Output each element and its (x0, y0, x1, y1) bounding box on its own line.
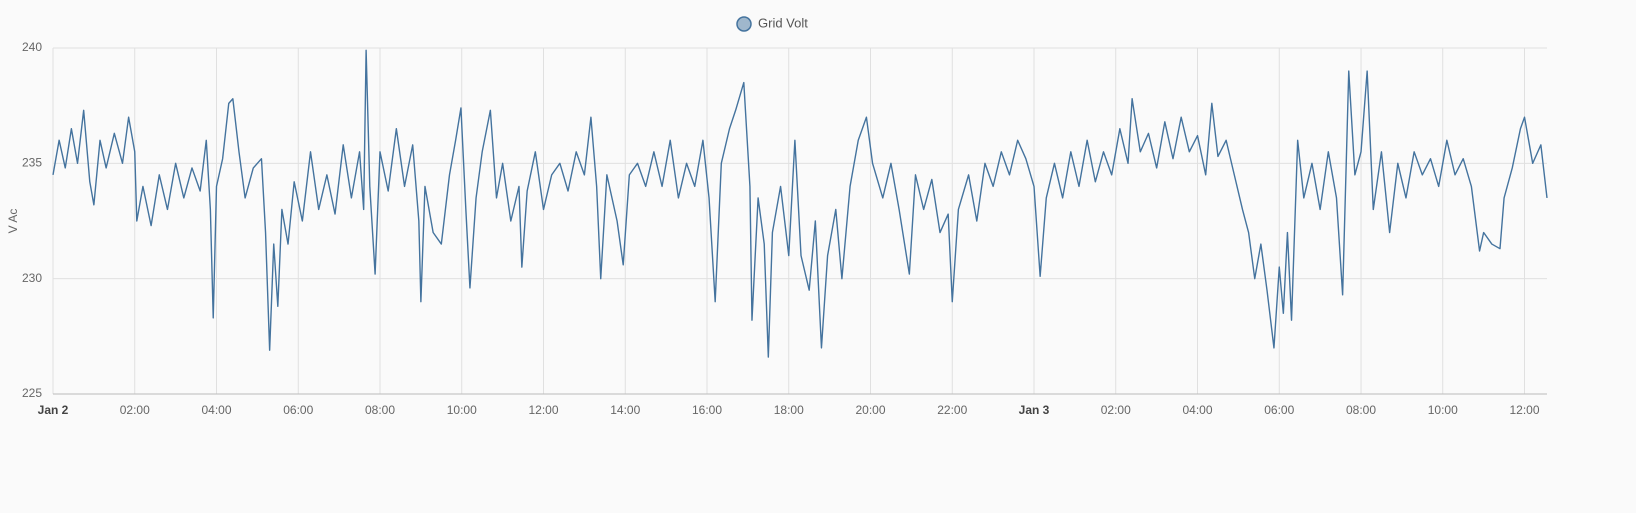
x-tick-label: 10:00 (447, 403, 477, 417)
data-line (52, 49, 1548, 358)
x-tick-label: 10:00 (1428, 403, 1458, 417)
y-tick-label: 230 (22, 271, 42, 285)
x-tick-label: 14:00 (610, 403, 640, 417)
x-tick-label: 08:00 (365, 403, 395, 417)
x-tick-label: 22:00 (937, 403, 967, 417)
legend-swatch[interactable] (736, 16, 752, 32)
legend-label[interactable]: Grid Volt (758, 15, 808, 30)
x-tick-label: Jan 2 (38, 403, 69, 417)
x-tick-label: 18:00 (774, 403, 804, 417)
x-tick-label: 20:00 (855, 403, 885, 417)
x-tick-label: 08:00 (1346, 403, 1376, 417)
x-tick-label: 06:00 (283, 403, 313, 417)
x-tick-label: 04:00 (201, 403, 231, 417)
y-axis-label: V Ac (6, 209, 20, 234)
x-tick-label: 12:00 (528, 403, 558, 417)
x-tick-label: 02:00 (120, 403, 150, 417)
x-tick-label: 04:00 (1182, 403, 1212, 417)
x-tick-label: 12:00 (1510, 403, 1540, 417)
x-tick-label: 06:00 (1264, 403, 1294, 417)
x-tick-label: Jan 3 (1019, 403, 1050, 417)
y-tick-label: 240 (22, 40, 42, 54)
y-tick-label: 225 (22, 386, 42, 400)
x-tick-label: 02:00 (1101, 403, 1131, 417)
x-tick-label: 16:00 (692, 403, 722, 417)
y-tick-label: 235 (22, 156, 42, 170)
